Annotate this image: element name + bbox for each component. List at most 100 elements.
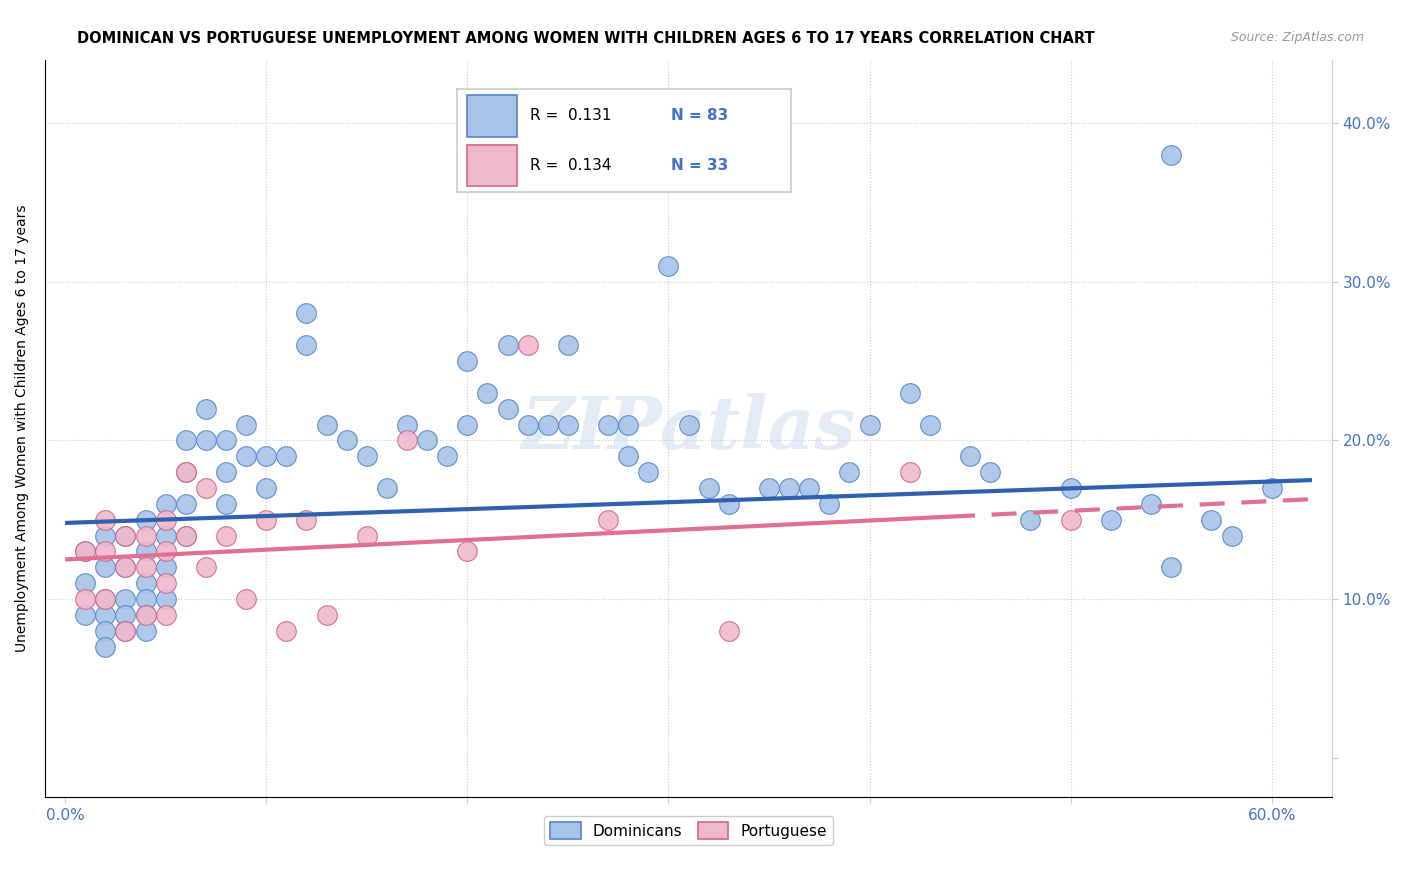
Point [94, 560, 117, 574]
Point [75, 607, 97, 622]
Point [557, 338, 579, 352]
Point [375, 481, 398, 495]
Point [456, 354, 478, 368]
Point [94, 624, 117, 638]
Point [135, 592, 157, 607]
Point [194, 401, 217, 416]
Point [155, 544, 177, 558]
Point [114, 528, 136, 542]
Point [516, 338, 538, 352]
Point [637, 465, 659, 479]
Point [858, 417, 880, 432]
Point [75, 592, 97, 607]
Point [235, 417, 257, 432]
Point [898, 465, 921, 479]
Point [395, 434, 418, 448]
Point [155, 560, 177, 574]
Point [617, 417, 640, 432]
Point [959, 450, 981, 464]
Point [697, 481, 720, 495]
Text: DOMINICAN VS PORTUGUESE UNEMPLOYMENT AMONG WOMEN WITH CHILDREN AGES 6 TO 17 YEAR: DOMINICAN VS PORTUGUESE UNEMPLOYMENT AMO… [77, 31, 1095, 46]
Point [94, 544, 117, 558]
Point [155, 513, 177, 527]
Point [215, 434, 238, 448]
Point [155, 592, 177, 607]
Point [1220, 528, 1243, 542]
Point [1261, 481, 1284, 495]
Point [135, 528, 157, 542]
Point [254, 481, 277, 495]
Point [315, 417, 337, 432]
Point [135, 607, 157, 622]
Text: ZIPatlas: ZIPatlas [522, 393, 856, 464]
Point [596, 417, 619, 432]
Point [174, 434, 197, 448]
Point [155, 528, 177, 542]
Point [94, 640, 117, 654]
Point [155, 607, 177, 622]
Point [174, 465, 197, 479]
Point [477, 385, 499, 400]
Point [114, 560, 136, 574]
Point [537, 417, 560, 432]
Point [174, 528, 197, 542]
Point [778, 481, 800, 495]
Point [1201, 513, 1223, 527]
Point [174, 497, 197, 511]
Point [436, 450, 458, 464]
Point [174, 528, 197, 542]
Point [678, 417, 700, 432]
Point [155, 497, 177, 511]
Point [194, 560, 217, 574]
Point [1019, 513, 1042, 527]
Point [75, 576, 97, 591]
Point [557, 417, 579, 432]
Point [1059, 481, 1081, 495]
Point [356, 528, 378, 542]
Point [135, 576, 157, 591]
Point [215, 465, 238, 479]
Point [174, 465, 197, 479]
Point [254, 450, 277, 464]
Point [94, 607, 117, 622]
Point [295, 306, 318, 320]
Point [496, 401, 519, 416]
Point [194, 481, 217, 495]
Point [516, 417, 538, 432]
Point [94, 513, 117, 527]
Point [979, 465, 1001, 479]
Point [496, 338, 519, 352]
Point [1160, 148, 1182, 162]
Point [114, 528, 136, 542]
Point [235, 450, 257, 464]
Legend: Dominicans, Portuguese: Dominicans, Portuguese [544, 816, 834, 845]
Point [336, 434, 359, 448]
Point [94, 528, 117, 542]
Point [1099, 513, 1122, 527]
Point [838, 465, 860, 479]
Point [315, 607, 337, 622]
Point [799, 481, 821, 495]
Point [75, 544, 97, 558]
Point [1059, 513, 1081, 527]
Point [617, 450, 640, 464]
Point [295, 513, 318, 527]
Point [456, 417, 478, 432]
Point [918, 417, 941, 432]
Point [135, 607, 157, 622]
Point [818, 497, 841, 511]
Point [114, 624, 136, 638]
Point [1140, 497, 1163, 511]
Point [215, 528, 238, 542]
Point [276, 624, 298, 638]
Point [456, 544, 478, 558]
Point [717, 497, 740, 511]
Point [155, 576, 177, 591]
Point [135, 544, 157, 558]
Point [717, 624, 740, 638]
Point [135, 624, 157, 638]
Point [114, 607, 136, 622]
Point [416, 434, 439, 448]
Point [215, 497, 238, 511]
Point [235, 592, 257, 607]
